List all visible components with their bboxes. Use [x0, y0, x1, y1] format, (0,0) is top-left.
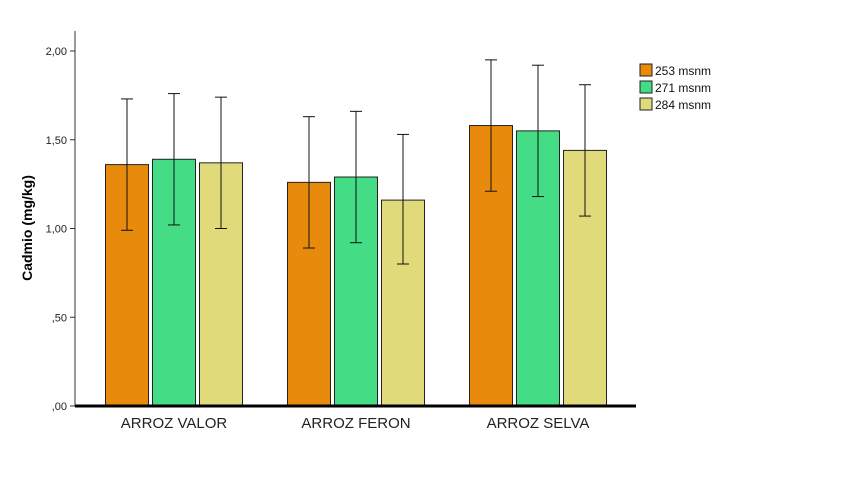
- y-tick-label: ,00: [52, 401, 67, 413]
- legend-swatch: [639, 80, 653, 94]
- legend-label: 284 msnm: [655, 98, 711, 112]
- x-axis: ARROZ VALOR ARROZ FERON ARROZ SELVA: [75, 404, 636, 432]
- y-tick-label: 1,00: [46, 224, 67, 236]
- y-tick-label: 2,00: [46, 46, 67, 58]
- x-category-label: ARROZ VALOR: [121, 415, 228, 432]
- y-axis: ,00 ,50 1,00 1,50 2,00: [46, 31, 76, 413]
- y-tick-label: 1,50: [46, 135, 67, 147]
- error-bars-group: [121, 59, 591, 265]
- legend: 253 msnm 271 msnm 284 msnm: [639, 63, 711, 112]
- y-axis-title: Cadmio (mg/kg): [19, 175, 35, 281]
- legend-swatch: [639, 63, 653, 77]
- legend-label: 253 msnm: [655, 64, 711, 78]
- x-category-label: ARROZ SELVA: [487, 415, 590, 432]
- x-category-label: ARROZ FERON: [301, 415, 410, 432]
- legend-label: 271 msnm: [655, 81, 711, 95]
- y-tick-label: ,50: [52, 312, 67, 324]
- legend-swatch: [639, 97, 653, 111]
